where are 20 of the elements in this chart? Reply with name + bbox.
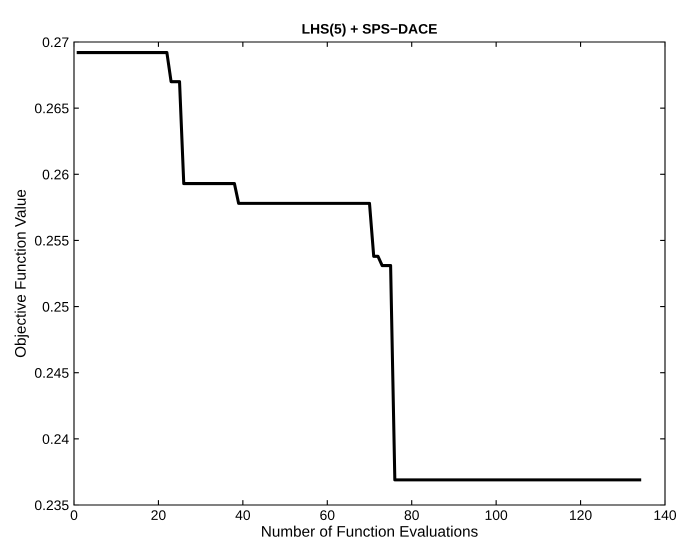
x-tick-label: 40	[235, 510, 250, 520]
y-tick-label: 0.245	[34, 368, 69, 378]
x-tick-label: 80	[404, 510, 419, 520]
y-tick-label: 0.24	[42, 434, 69, 444]
x-tick-label: 60	[320, 510, 334, 520]
x-tick-label: 0	[70, 510, 78, 520]
x-tick-label: 140	[654, 510, 676, 520]
y-tick-label: 0.255	[34, 236, 69, 246]
x-tick-label: 120	[570, 510, 592, 520]
y-tick-label: 0.25	[42, 302, 69, 312]
x-tick-label: 100	[486, 510, 508, 520]
y-tick-label: 0.26	[42, 170, 69, 180]
y-tick-label: 0.27	[42, 37, 68, 48]
chart-title: LHS(5) + SPS−DACE	[302, 24, 437, 37]
y-tick-label: 0.265	[34, 103, 69, 114]
x-tick-label: 20	[151, 510, 166, 520]
y-tick-label: 0.235	[34, 500, 69, 510]
x-axis-title: Number of Function Evaluations	[262, 526, 478, 537]
y-axis-title: Objective Function Value	[14, 190, 29, 358]
line-series	[76, 51, 642, 482]
